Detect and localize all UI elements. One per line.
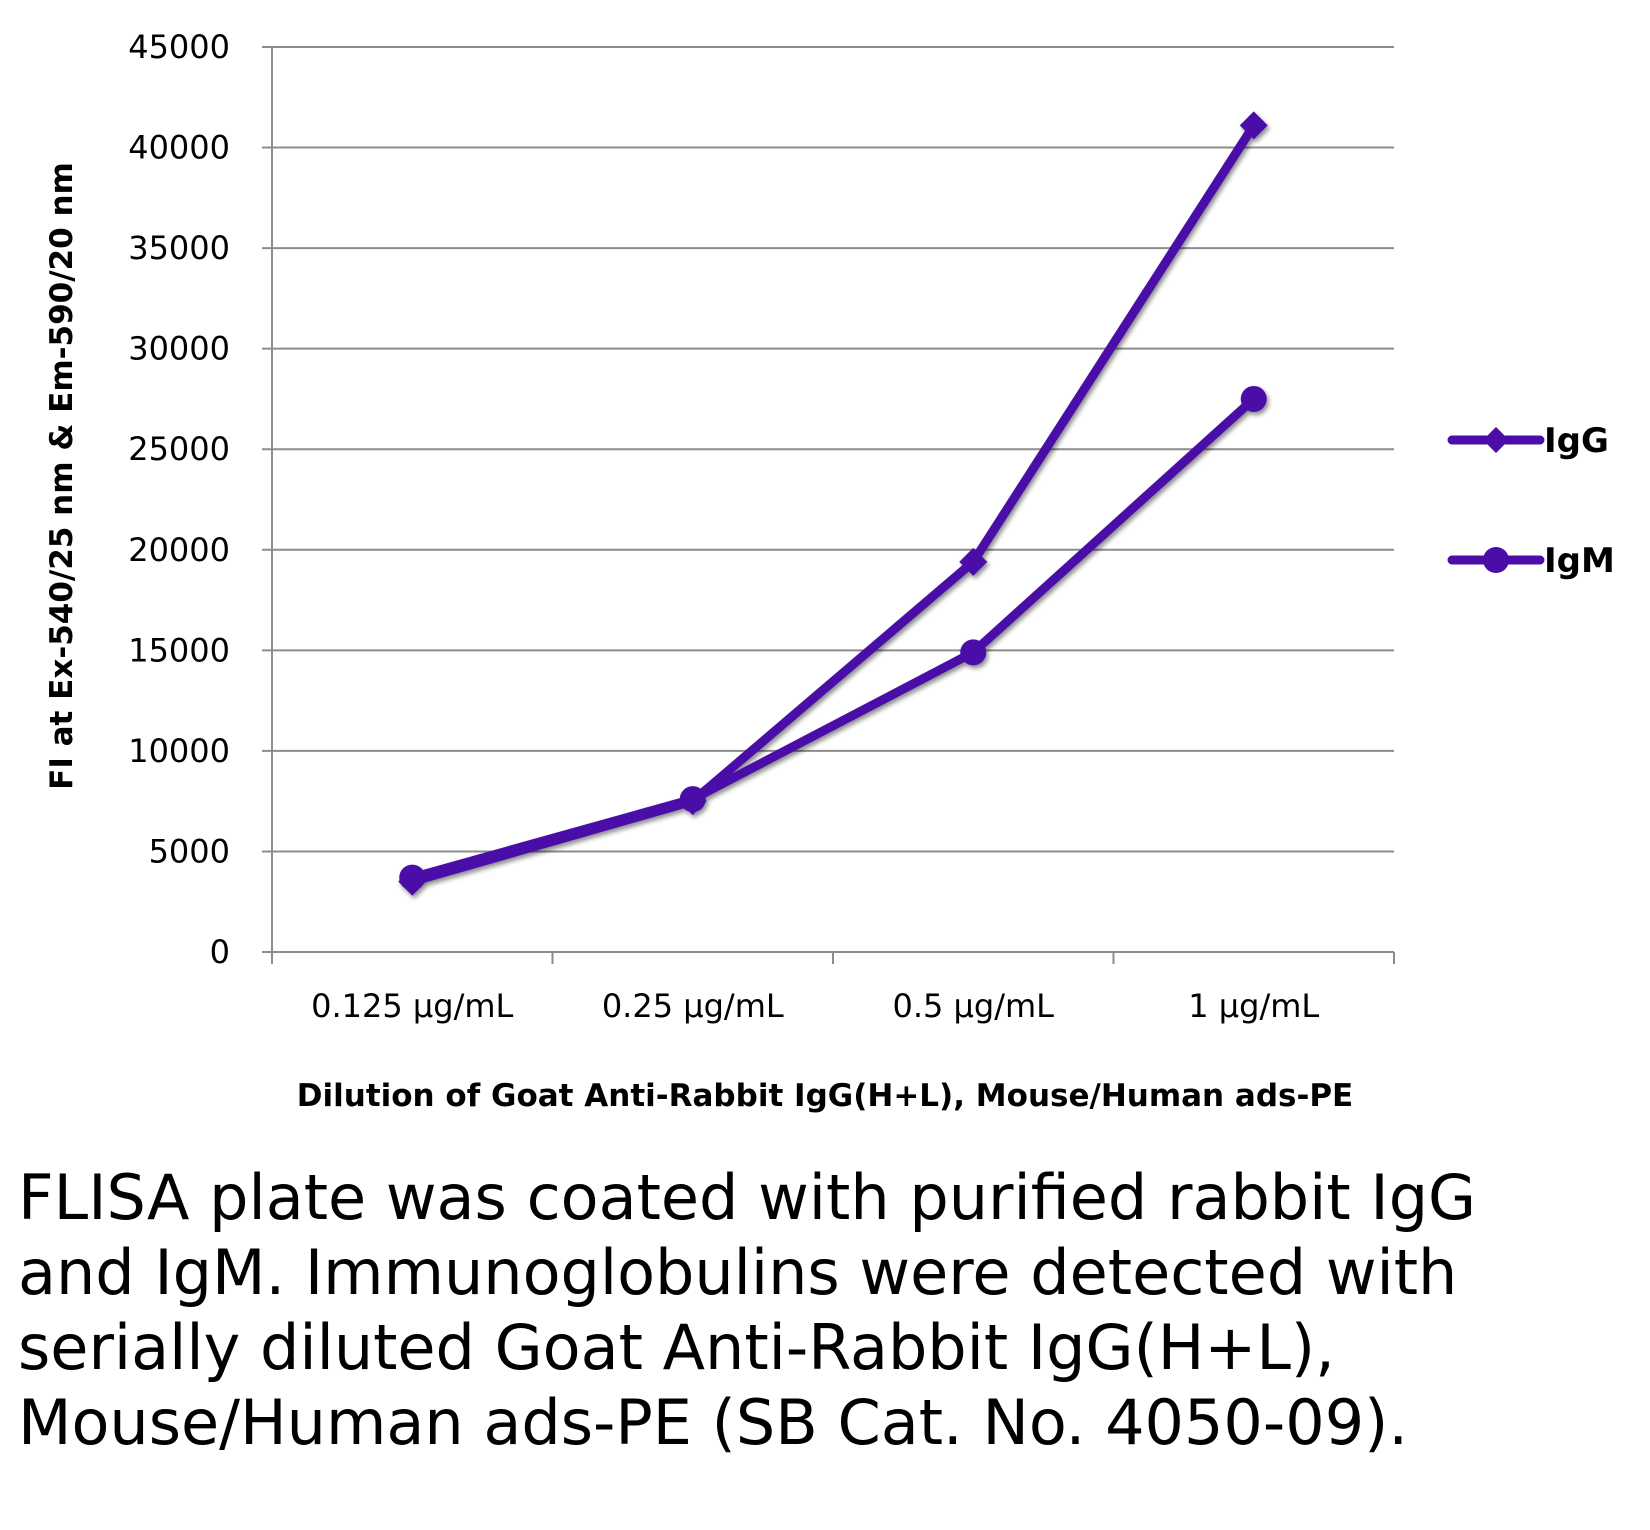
x-tick-label-0: 0.125 µg/mL bbox=[311, 987, 513, 1025]
series-line-igm bbox=[407, 394, 1259, 883]
y-tick-label-8: 40000 bbox=[128, 129, 230, 167]
gridlines bbox=[262, 46, 1394, 953]
marker-igm-2 bbox=[960, 639, 987, 666]
y-tick-label-1: 5000 bbox=[149, 832, 230, 870]
series-layer bbox=[398, 111, 1268, 896]
x-tick-label-1: 0.25 µg/mL bbox=[602, 987, 784, 1025]
legend: IgG IgM bbox=[1447, 421, 1615, 581]
y-tick-label-0: 0 bbox=[210, 933, 230, 971]
axes bbox=[271, 47, 1395, 964]
marker-igm-3 bbox=[1240, 385, 1267, 412]
marker-igg-3 bbox=[1239, 111, 1268, 140]
y-axis-title: FI at Ex-540/25 nm & Em-590/20 nm bbox=[44, 162, 80, 790]
y-tick-label-2: 10000 bbox=[128, 732, 230, 770]
y-tick-label-7: 35000 bbox=[128, 229, 230, 267]
marker-igm-0 bbox=[399, 864, 426, 891]
series-line-igg bbox=[407, 120, 1259, 887]
y-tick-label-9: 45000 bbox=[128, 28, 230, 66]
y-tick-labels: 0 5000 10000 15000 20000 25000 30000 35000 40000… bbox=[128, 28, 230, 971]
y-tick-label-4: 20000 bbox=[128, 531, 230, 569]
x-tick-labels: 0.125 µg/mL 0.25 µg/mL 0.5 µg/mL 1 µg/mL bbox=[311, 987, 1319, 1025]
x-tick-label-3: 1 µg/mL bbox=[1188, 987, 1319, 1025]
y-tick-label-3: 15000 bbox=[128, 631, 230, 669]
marker-igg-2 bbox=[959, 547, 988, 576]
line-chart: 0 5000 10000 15000 20000 25000 30000 35000 40000… bbox=[44, 28, 1615, 1114]
legend-marker-igg bbox=[1483, 427, 1509, 453]
x-tick-label-2: 0.5 µg/mL bbox=[892, 987, 1054, 1025]
legend-label-igg: IgG bbox=[1544, 421, 1609, 461]
legend-marker-igm bbox=[1483, 547, 1509, 573]
y-tick-label-6: 30000 bbox=[128, 330, 230, 368]
y-tick-label-5: 25000 bbox=[128, 430, 230, 468]
figure-caption: FLISA plate was coated with purified rab… bbox=[18, 1161, 1477, 1459]
legend-label-igm: IgM bbox=[1544, 541, 1615, 581]
marker-igm-1 bbox=[679, 786, 706, 813]
x-axis-title: Dilution of Goat Anti-Rabbit IgG(H+L), M… bbox=[297, 1078, 1353, 1114]
